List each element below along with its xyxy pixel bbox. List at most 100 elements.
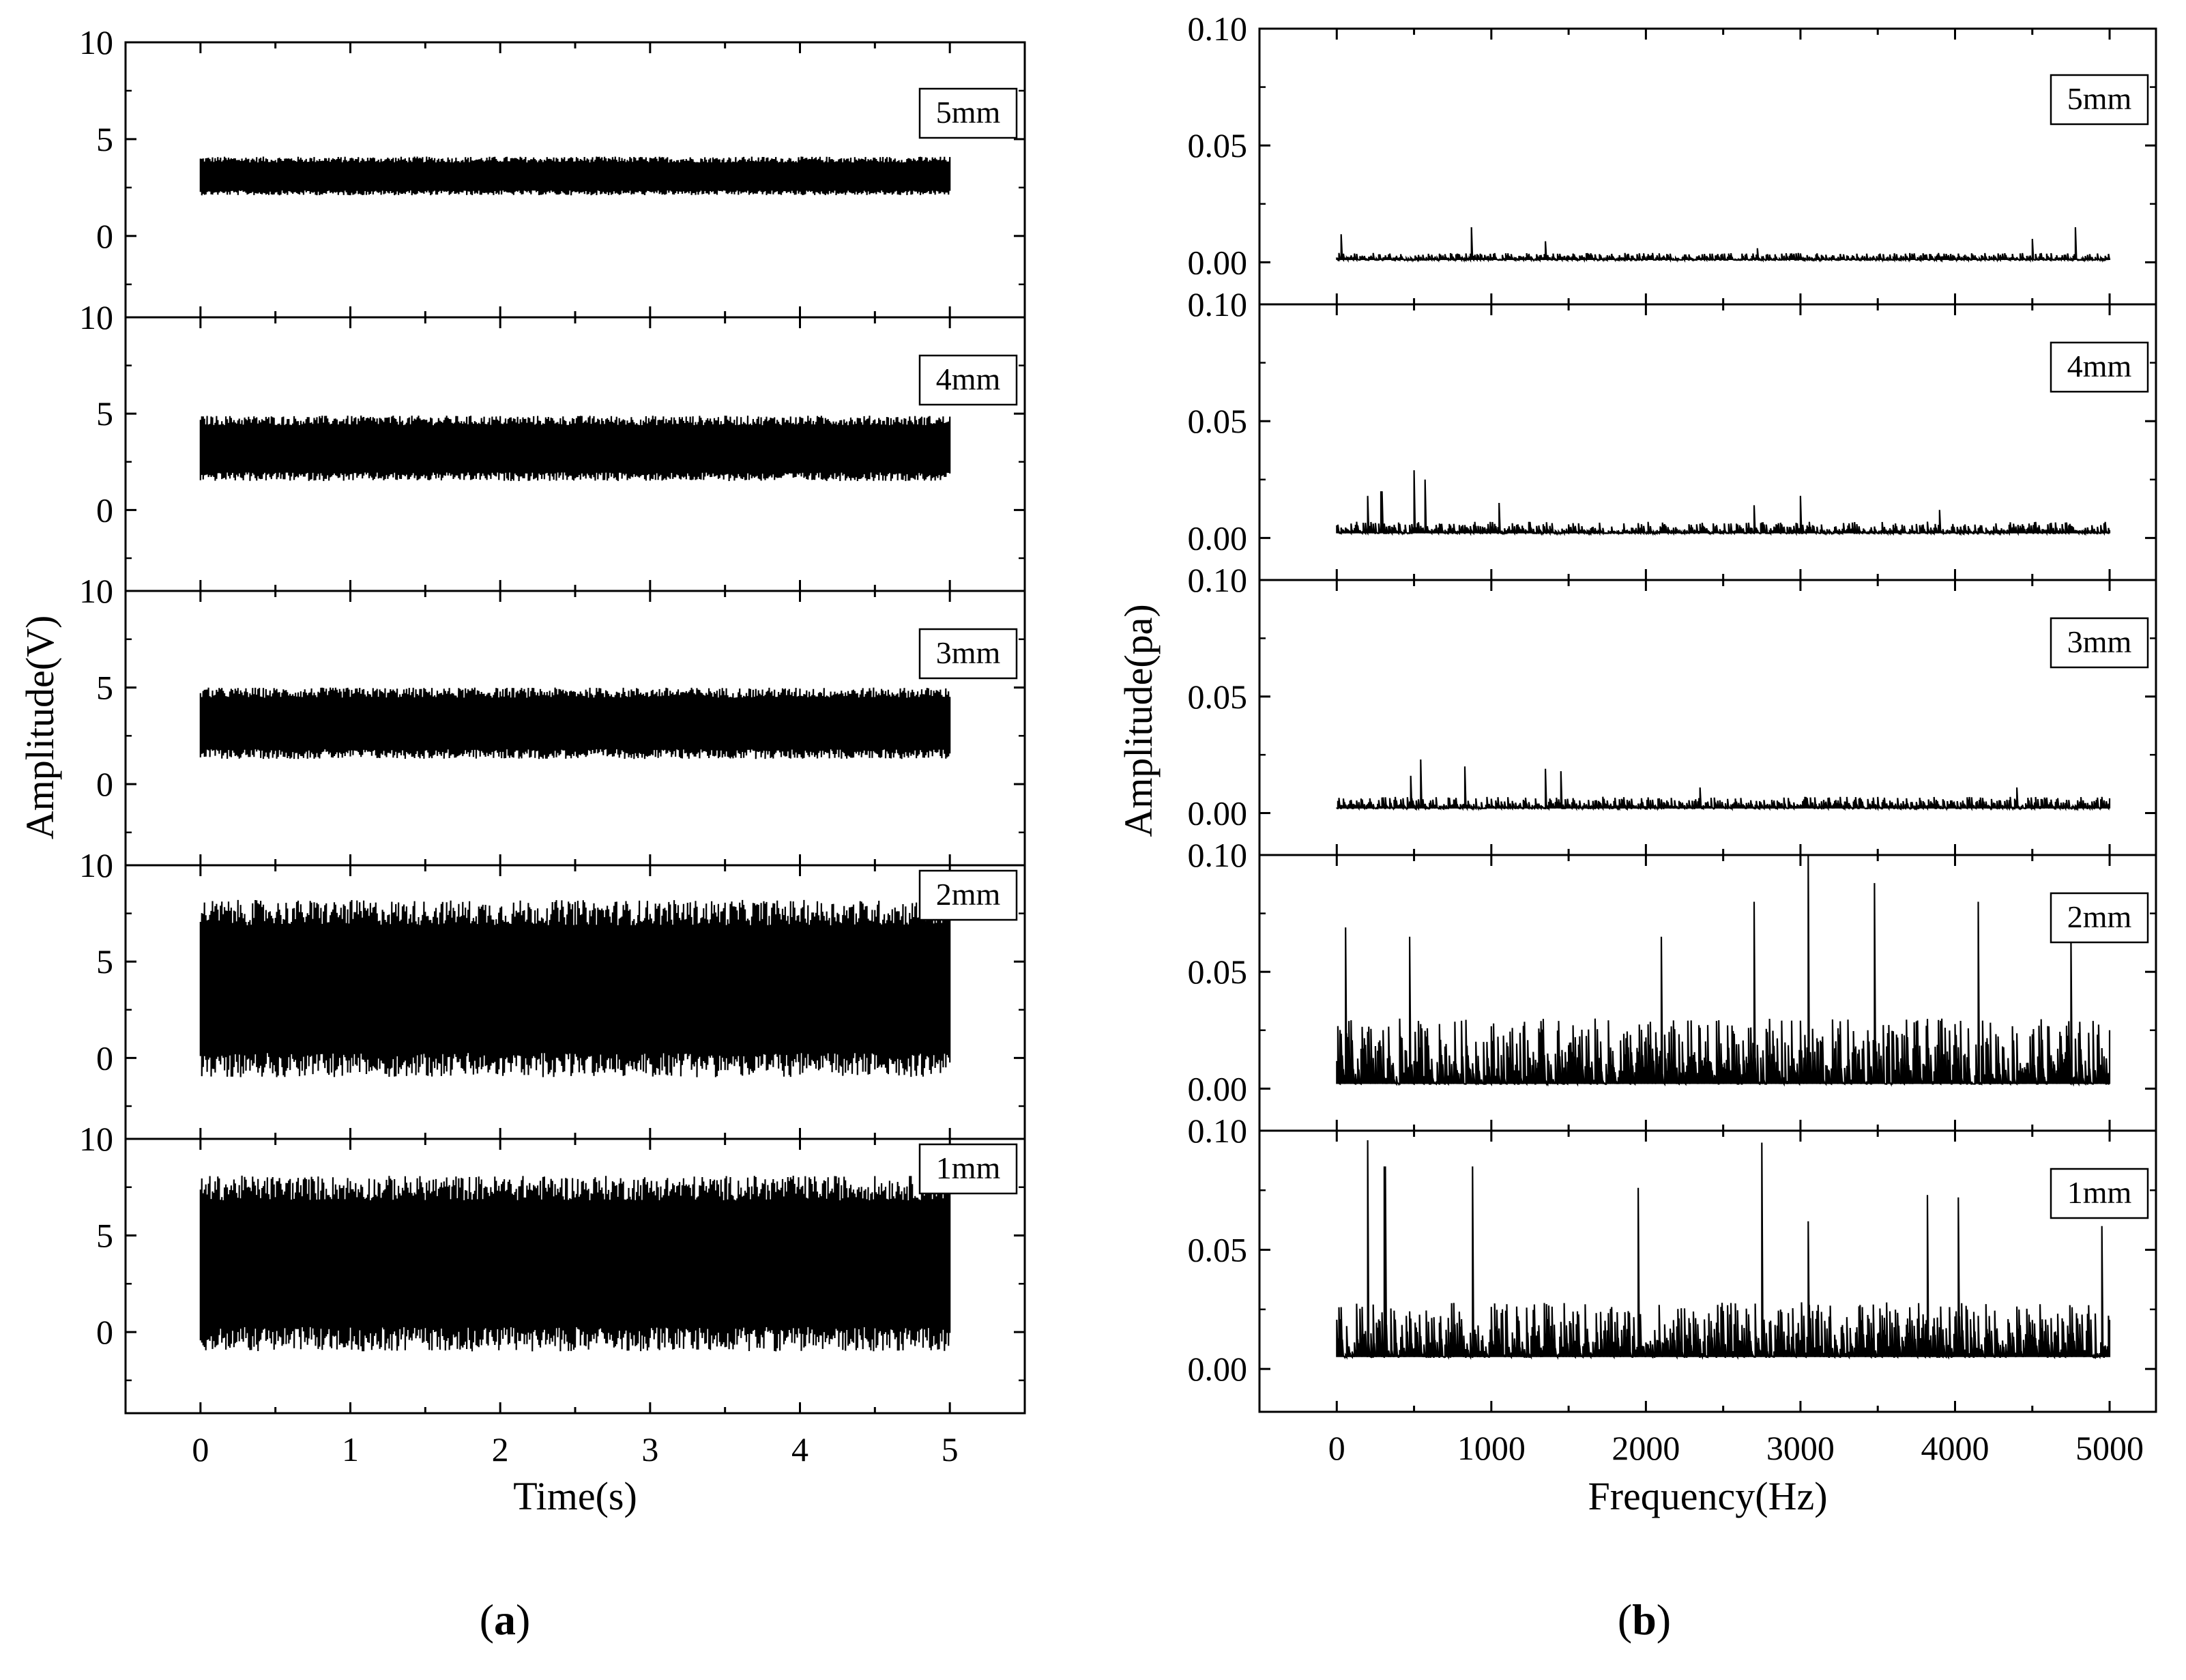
caption-a: (a) (480, 1595, 531, 1644)
series-tag-4mm: 4mm (936, 362, 1001, 396)
panel-1mm: 0.00 0.05 0.10 1mm (1188, 1112, 2157, 1413)
x-tick-label: 3 (641, 1430, 658, 1468)
caption-a-close: ) (516, 1595, 530, 1644)
spectrum-2mm (1336, 854, 2111, 1087)
series-tag-box (918, 628, 1018, 680)
y-tick-label: 0.05 (1188, 678, 1248, 716)
y-tick-label: 0.00 (1188, 243, 1248, 281)
y-tick-label: 5 (96, 669, 113, 707)
series-tag-5mm: 5mm (2067, 81, 2132, 116)
panel-1mm: 0 5 10 1mm (79, 1120, 1026, 1415)
y-tick-label: 5 (96, 1217, 113, 1255)
y-tick-label: 5 (96, 394, 113, 433)
panel-frame (1258, 27, 2157, 306)
y-tick-label: 0.10 (1188, 285, 1248, 323)
x-tick-label: 0 (1328, 1429, 1345, 1467)
y-tick-label: 0.00 (1188, 519, 1248, 557)
y-tick-label: 5 (96, 120, 113, 158)
series-tag-box (2050, 74, 2149, 126)
y-tick-label: 10 (79, 846, 113, 884)
time-domain-column: 0 5 10 5mm 0 5 10 4mm 0 5 10 3mm 0 5 10 2mm 0 5 10 1mm 0 1 2 3 4… (18, 23, 1026, 1518)
series-tag-2mm: 2mm (936, 877, 1001, 912)
caption-b: (b) (1618, 1595, 1671, 1644)
x-axis-title: Time(s) (513, 1474, 637, 1518)
caption-a-open: ( (480, 1595, 494, 1644)
x-tick-label: 1 (342, 1430, 359, 1468)
trace-core-1mm (200, 1200, 950, 1327)
series-tag-3mm: 3mm (936, 635, 1001, 670)
caption-a-letter: a (494, 1595, 516, 1644)
series-tag-box (2050, 617, 2149, 669)
x-tick-label: 5 (942, 1430, 959, 1468)
y-tick-label: 5 (96, 942, 113, 981)
spectrum-3mm (1336, 759, 2111, 811)
y-tick-label: 0.05 (1188, 126, 1248, 164)
x-tick-label: 4 (791, 1430, 808, 1468)
panel-4mm: 0 5 10 4mm (79, 298, 1026, 592)
series-tag-4mm: 4mm (2067, 349, 2132, 383)
trace-core-2mm (200, 925, 950, 1054)
y-tick-label: 0.00 (1188, 1350, 1248, 1388)
y-tick-label: 0.05 (1188, 402, 1248, 440)
spectrum-4mm (1336, 470, 2111, 536)
spectrum-1mm (1336, 1140, 2111, 1360)
y-tick-label: 0 (96, 1039, 113, 1077)
y-tick-label: 0.05 (1188, 1231, 1248, 1269)
panel-frame (1258, 579, 2157, 856)
caption-b-letter: b (1632, 1595, 1657, 1644)
y-tick-label: 10 (79, 572, 113, 610)
x-tick-label: 0 (192, 1430, 209, 1468)
y-tick-label: 10 (79, 1120, 113, 1158)
caption-b-close: ) (1657, 1595, 1671, 1644)
spectrum-5mm (1336, 227, 2111, 263)
y-axis-title: Amplitude(V) (18, 615, 62, 840)
trace-core-4mm (200, 425, 950, 473)
y-tick-label: 0 (96, 1313, 113, 1351)
y-tick-label: 0 (96, 765, 113, 803)
trace-core-5mm (200, 162, 950, 191)
series-tag-1mm: 1mm (2067, 1175, 2132, 1210)
y-tick-label: 0.05 (1188, 953, 1248, 991)
y-tick-label: 0 (96, 217, 113, 255)
x-tick-label: 2 (492, 1430, 509, 1468)
frequency-spectrum-column: 0.000.050.105mm0.000.050.104mm0.000.050.… (1116, 10, 2157, 1518)
y-tick-label: 0 (96, 491, 113, 529)
x-tick-label: 2000 (1612, 1429, 1680, 1467)
x-tick-label: 3000 (1766, 1429, 1835, 1467)
series-tag-box (918, 1143, 1018, 1195)
series-tag-box (918, 869, 1018, 921)
series-tag-box (918, 87, 1018, 139)
y-tick-label: 0.10 (1188, 1112, 1248, 1150)
x-tick-label: 5000 (2075, 1429, 2144, 1467)
series-tag-box (2050, 892, 2149, 944)
series-tag-3mm: 3mm (2067, 624, 2132, 659)
series-tag-box (2050, 341, 2149, 393)
panel-frame (1258, 854, 2157, 1132)
panel-frame (1258, 303, 2157, 581)
caption-b-open: ( (1618, 1595, 1632, 1644)
series-tag-5mm: 5mm (936, 95, 1001, 130)
panel-frame (1258, 1129, 2157, 1413)
x-tick-label: 1000 (1457, 1429, 1526, 1467)
series-tag-2mm: 2mm (2067, 899, 2132, 934)
panel-2mm: 0 5 10 2mm (79, 846, 1026, 1140)
y-tick-label: 10 (79, 23, 113, 61)
series-tag-box (918, 354, 1018, 406)
y-tick-label: 0.00 (1188, 794, 1248, 832)
panel-5mm: 0 5 10 5mm (79, 23, 1026, 319)
x-axis-title: Frequency(Hz) (1588, 1474, 1827, 1518)
y-tick-label: 10 (79, 298, 113, 336)
y-tick-label: 0.10 (1188, 836, 1248, 874)
y-tick-label: 0.10 (1188, 561, 1248, 599)
trace-core-3mm (200, 697, 950, 750)
series-tag-1mm: 1mm (936, 1150, 1001, 1185)
y-tick-label: 0.00 (1188, 1069, 1248, 1107)
panel-2mm: 0.00 0.05 0.10 2mm (1188, 836, 2157, 1132)
series-tag-box (2050, 1168, 2149, 1219)
panel-5mm: 0.00 0.05 0.10 5mm (1188, 10, 2157, 306)
y-tick-label: 0.10 (1188, 10, 1248, 48)
x-tick-label: 4000 (1921, 1429, 1989, 1467)
panel-4mm: 0.00 0.05 0.10 4mm (1188, 285, 2157, 581)
panel-3mm: 0 5 10 3mm (79, 572, 1026, 867)
